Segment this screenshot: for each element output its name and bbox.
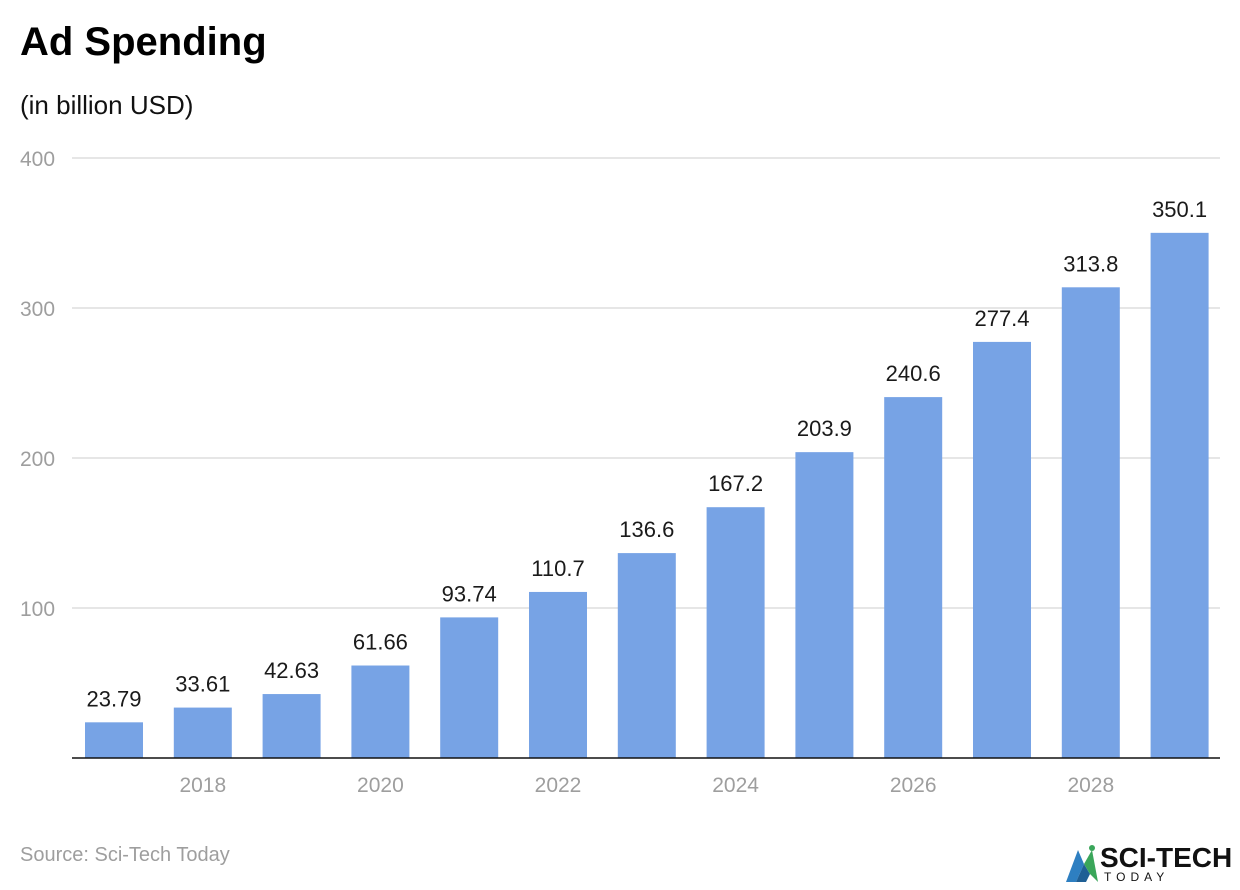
y-tick-label: 300 xyxy=(20,298,55,321)
data-label: 203.9 xyxy=(797,416,852,441)
data-label: 240.6 xyxy=(886,361,941,386)
bar xyxy=(440,617,499,758)
data-labels: 23.79 33.61 42.63 61.66 93.74 110.7 136.6 167.2… xyxy=(86,197,1207,711)
bar xyxy=(1061,287,1120,758)
x-tick-label: 2018 xyxy=(179,774,226,797)
data-label: 167.2 xyxy=(708,471,763,496)
data-label: 313.8 xyxy=(1063,251,1118,276)
data-label: 277.4 xyxy=(974,306,1029,331)
data-label: 136.6 xyxy=(619,517,674,542)
y-tick-label: 100 xyxy=(20,598,55,621)
bar xyxy=(706,507,765,758)
bar xyxy=(1150,232,1209,759)
data-label: 23.79 xyxy=(86,686,141,711)
logo-subtext: TODAY xyxy=(1104,870,1170,884)
chart-title: Ad Spending xyxy=(20,20,267,64)
data-label: 93.74 xyxy=(442,581,497,606)
bar xyxy=(973,341,1031,758)
x-tick-label: 2024 xyxy=(712,774,759,797)
data-label: 61.66 xyxy=(353,630,408,655)
bar xyxy=(85,722,143,758)
x-tick-label: 2026 xyxy=(890,774,937,797)
logo-mark-icon xyxy=(1066,845,1098,882)
y-tick-label: 200 xyxy=(20,448,55,471)
bar xyxy=(351,665,410,758)
bar xyxy=(617,553,676,758)
bars xyxy=(85,232,1209,759)
bar xyxy=(262,694,321,758)
sci-tech-today-logo: SCI-TECH TODAY xyxy=(1062,840,1238,886)
data-label: 110.7 xyxy=(531,556,584,581)
y-axis-ticks: 100 200 300 400 xyxy=(20,148,55,621)
logo-wordmark: SCI-TECH xyxy=(1100,842,1233,873)
x-axis-ticks: 2018 2020 2022 2024 2026 2028 xyxy=(179,774,1114,797)
bar xyxy=(884,397,943,758)
chart-subtitle: (in billion USD) xyxy=(20,90,194,120)
bar xyxy=(173,707,232,758)
x-tick-label: 2020 xyxy=(357,774,404,797)
data-label: 42.63 xyxy=(264,658,319,683)
x-tick-label: 2022 xyxy=(535,774,582,797)
y-tick-label: 400 xyxy=(20,148,55,171)
source-note: Source: Sci-Tech Today xyxy=(20,844,230,866)
data-label: 350.1 xyxy=(1152,197,1207,222)
data-label: 33.61 xyxy=(175,672,230,697)
bar xyxy=(795,452,854,758)
x-tick-label: 2028 xyxy=(1067,774,1114,797)
bar xyxy=(529,591,587,758)
